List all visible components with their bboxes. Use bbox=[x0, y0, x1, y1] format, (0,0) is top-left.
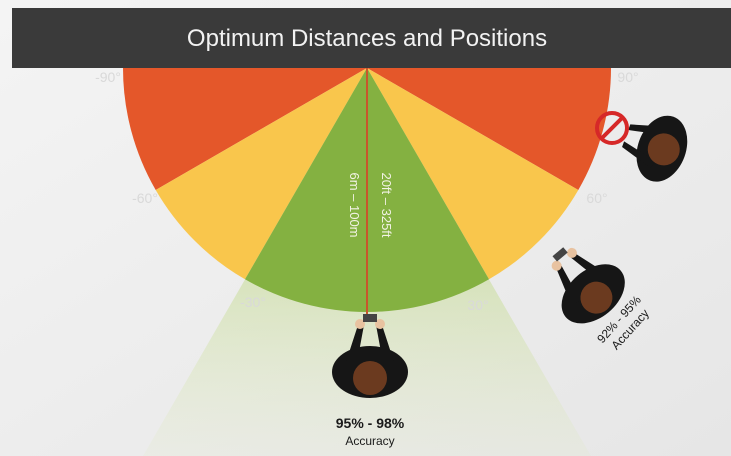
distance-imperial: 20ft – 325ft bbox=[379, 172, 394, 237]
distance-metric: 6m – 100m bbox=[347, 172, 362, 237]
angle-label: -90° bbox=[95, 69, 121, 85]
diagram: 6m – 100m 20ft – 325ft Optimum Distances… bbox=[0, 0, 731, 456]
accuracy-label: Accuracy bbox=[345, 434, 394, 448]
angle-label: 60° bbox=[586, 190, 607, 206]
angle-label: 90° bbox=[617, 69, 638, 85]
accuracy-range: 95% - 98% bbox=[336, 415, 405, 431]
title: Optimum Distances and Positions bbox=[187, 25, 547, 52]
angle-label: 30° bbox=[467, 297, 488, 313]
angle-label: -30° bbox=[240, 294, 266, 310]
angle-label: -60° bbox=[132, 190, 158, 206]
